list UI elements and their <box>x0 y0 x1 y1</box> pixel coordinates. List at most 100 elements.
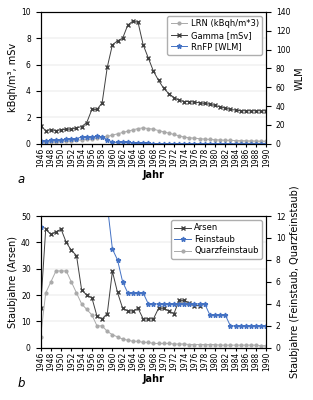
Gamma [mSv] <box>162 86 166 91</box>
Arsen <box>157 306 161 311</box>
RnFP [WLM] <box>187 141 191 146</box>
Arsen <box>167 308 171 313</box>
RnFP [WLM] <box>85 135 89 140</box>
RnFP [WLM] <box>90 135 94 140</box>
Gamma [mSv] <box>115 38 119 43</box>
Feinstaub <box>198 302 202 306</box>
Line: Feinstaub: Feinstaub <box>38 0 269 328</box>
Gamma [mSv] <box>131 19 135 24</box>
Gamma [mSv] <box>203 101 207 106</box>
RnFP [WLM] <box>244 141 248 146</box>
Gamma [mSv] <box>141 42 145 47</box>
X-axis label: Jahr: Jahr <box>142 374 164 384</box>
Feinstaub <box>203 302 207 306</box>
Gamma [mSv] <box>198 100 202 105</box>
Feinstaub <box>105 203 109 208</box>
Quarzfeinstaub <box>59 268 63 273</box>
RnFP [WLM] <box>151 141 155 146</box>
LRN (kBqh/m*3) <box>80 138 84 142</box>
Arsen <box>126 308 130 313</box>
Quarzfeinstaub <box>80 302 84 306</box>
Feinstaub <box>44 27 48 32</box>
Gamma [mSv] <box>167 91 171 96</box>
Arsen <box>59 227 63 232</box>
Gamma [mSv] <box>259 108 263 113</box>
LRN (kBqh/m*3) <box>85 137 89 142</box>
Feinstaub <box>187 302 191 306</box>
LRN (kBqh/m*3) <box>239 138 243 143</box>
Feinstaub <box>146 302 150 306</box>
Line: LRN (kBqh/m*3): LRN (kBqh/m*3) <box>39 126 268 144</box>
Gamma [mSv] <box>146 56 150 60</box>
Feinstaub <box>80 82 84 86</box>
Quarzfeinstaub <box>54 268 58 273</box>
Quarzfeinstaub <box>90 312 94 317</box>
LRN (kBqh/m*3) <box>203 137 207 142</box>
RnFP [WLM] <box>249 141 253 146</box>
RnFP [WLM] <box>136 140 140 145</box>
LRN (kBqh/m*3) <box>69 138 73 143</box>
Gamma [mSv] <box>233 108 237 112</box>
Feinstaub <box>85 126 89 130</box>
Gamma [mSv] <box>85 120 89 125</box>
Gamma [mSv] <box>95 107 99 112</box>
LRN (kBqh/m*3) <box>44 140 48 144</box>
Gamma [mSv] <box>39 124 43 128</box>
Feinstaub <box>254 324 258 328</box>
LRN (kBqh/m*3) <box>218 138 222 142</box>
Gamma [mSv] <box>177 98 181 102</box>
Quarzfeinstaub <box>64 268 68 273</box>
RnFP [WLM] <box>126 140 130 145</box>
Arsen <box>85 293 89 298</box>
Y-axis label: WLM: WLM <box>295 66 305 90</box>
Y-axis label: Staubjahre (Feinstaub, Quarzfeinstaub): Staubjahre (Feinstaub, Quarzfeinstaub) <box>290 186 300 378</box>
Arsen <box>177 298 181 303</box>
LRN (kBqh/m*3) <box>259 139 263 144</box>
Gamma [mSv] <box>49 128 53 132</box>
Gamma [mSv] <box>223 106 227 110</box>
Arsen <box>100 316 104 321</box>
Gamma [mSv] <box>187 99 191 104</box>
Quarzfeinstaub <box>208 342 212 347</box>
LRN (kBqh/m*3) <box>49 140 53 144</box>
Feinstaub <box>167 302 171 306</box>
LRN (kBqh/m*3) <box>74 138 78 143</box>
Quarzfeinstaub <box>218 343 222 348</box>
Quarzfeinstaub <box>95 324 99 328</box>
LRN (kBqh/m*3) <box>59 139 63 144</box>
Arsen <box>136 306 140 311</box>
Feinstaub <box>218 312 222 317</box>
Arsen <box>74 253 78 258</box>
Gamma [mSv] <box>80 124 84 129</box>
Feinstaub <box>213 312 217 317</box>
Gamma [mSv] <box>172 95 176 100</box>
Gamma [mSv] <box>208 102 212 106</box>
LRN (kBqh/m*3) <box>136 126 140 131</box>
LRN (kBqh/m*3) <box>141 126 145 130</box>
Quarzfeinstaub <box>126 338 130 342</box>
Gamma [mSv] <box>90 107 94 112</box>
Quarzfeinstaub <box>157 341 161 346</box>
RnFP [WLM] <box>203 141 207 146</box>
Gamma [mSv] <box>239 108 243 113</box>
Feinstaub <box>192 302 196 306</box>
LRN (kBqh/m*3) <box>39 140 43 145</box>
LRN (kBqh/m*3) <box>228 138 232 143</box>
X-axis label: Jahr: Jahr <box>142 170 164 180</box>
LRN (kBqh/m*3) <box>192 136 196 140</box>
RnFP [WLM] <box>69 137 73 142</box>
Gamma [mSv] <box>192 100 196 104</box>
RnFP [WLM] <box>228 141 232 146</box>
Feinstaub <box>157 302 161 306</box>
Feinstaub <box>39 224 43 229</box>
LRN (kBqh/m*3) <box>177 133 181 138</box>
Gamma [mSv] <box>136 20 140 25</box>
RnFP [WLM] <box>182 141 186 146</box>
Quarzfeinstaub <box>69 280 73 284</box>
Feinstaub <box>249 324 253 328</box>
Quarzfeinstaub <box>162 341 166 346</box>
Quarzfeinstaub <box>233 343 237 348</box>
Feinstaub <box>136 290 140 295</box>
Feinstaub <box>177 302 181 306</box>
RnFP [WLM] <box>162 141 166 146</box>
